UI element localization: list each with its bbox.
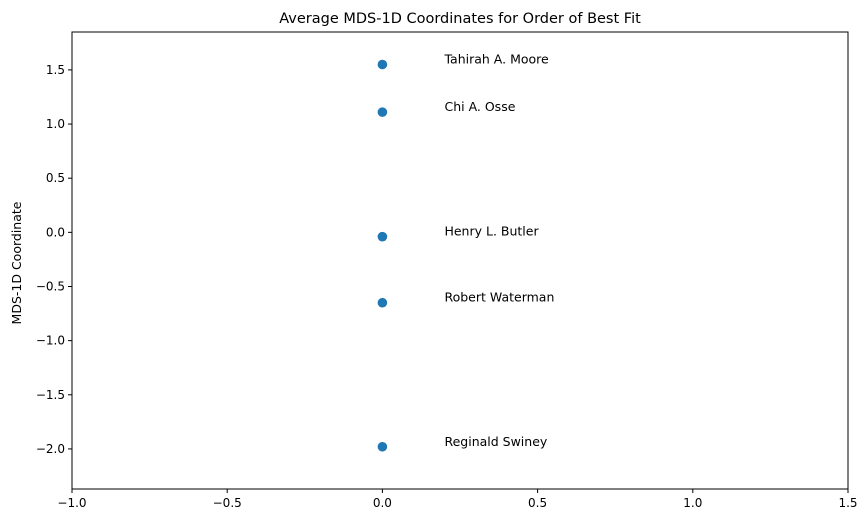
y-tick-label: 1.0 xyxy=(46,117,65,131)
y-axis: 1.5 1.0 0.5 0.0 −0.5 −1.0 −1.5 −2.0 xyxy=(36,63,72,456)
chart-title: Average MDS-1D Coordinates for Order of … xyxy=(279,11,641,27)
scatter-point xyxy=(377,107,388,117)
point-labels: Tahirah A. Moore Chi A. Osse Henry L. Butl… xyxy=(443,51,554,448)
y-tick-label: −0.5 xyxy=(36,279,65,293)
scatter-point xyxy=(377,297,388,308)
point-label: Henry L. Butler xyxy=(444,224,539,239)
y-tick-label: 1.5 xyxy=(46,63,65,77)
point-label: Tahirah A. Moore xyxy=(443,51,549,66)
point-label: Chi A. Osse xyxy=(444,99,515,114)
x-tick-label: −0.5 xyxy=(213,496,242,510)
y-tick-label: −1.0 xyxy=(36,334,65,348)
y-tick-label: 0.0 xyxy=(46,225,65,239)
scatter-point xyxy=(377,231,388,242)
x-tick-label: 1.0 xyxy=(683,496,702,510)
y-tick-label: −1.5 xyxy=(36,388,65,402)
x-tick-label: 0.0 xyxy=(373,496,392,510)
point-label: Reginald Swiney xyxy=(444,434,547,449)
x-tick-label: 1.5 xyxy=(838,496,857,510)
point-label: Robert Waterman xyxy=(444,290,554,305)
y-axis-label: MDS-1D Coordinate xyxy=(9,201,24,324)
x-tick-label: −1.0 xyxy=(57,496,86,510)
data-points xyxy=(377,59,388,452)
x-tick-label: 0.5 xyxy=(528,496,547,510)
y-tick-label: −2.0 xyxy=(36,442,65,456)
scatter-point xyxy=(377,59,388,70)
scatter-point xyxy=(377,441,388,452)
y-tick-label: 0.5 xyxy=(46,171,65,185)
x-axis: −1.0 −0.5 0.0 0.5 1.0 1.5 xyxy=(57,489,858,510)
plot-area xyxy=(71,31,849,490)
